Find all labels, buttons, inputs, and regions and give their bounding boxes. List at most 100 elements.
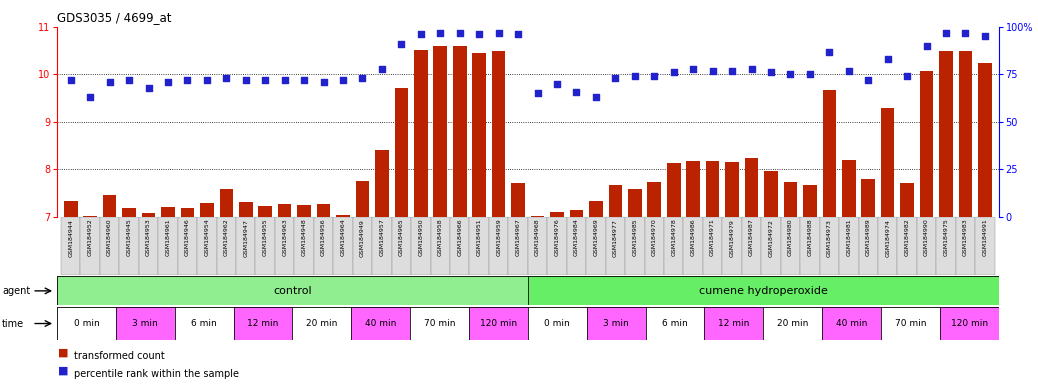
Bar: [236, 217, 255, 275]
Point: [276, 77, 293, 83]
Point: [937, 30, 954, 36]
Point: [354, 75, 371, 81]
Text: 3 min: 3 min: [603, 319, 629, 328]
Bar: [527, 307, 586, 340]
Text: control: control: [273, 286, 311, 296]
Bar: [258, 205, 272, 217]
Bar: [878, 217, 898, 275]
Bar: [683, 217, 703, 275]
Bar: [414, 50, 428, 217]
Bar: [353, 217, 373, 275]
Point: [859, 77, 876, 83]
Point: [62, 77, 79, 83]
Bar: [373, 217, 391, 275]
Bar: [100, 217, 119, 275]
Bar: [881, 307, 939, 340]
Bar: [763, 307, 822, 340]
Bar: [80, 217, 100, 275]
Bar: [57, 307, 116, 340]
Bar: [293, 307, 351, 340]
Text: GSM184962: GSM184962: [224, 219, 228, 257]
Point: [510, 31, 526, 38]
Point: [665, 70, 682, 76]
Bar: [956, 217, 976, 275]
Bar: [434, 46, 447, 217]
Bar: [394, 88, 408, 217]
Point: [120, 77, 137, 83]
Point: [743, 66, 760, 72]
Bar: [103, 195, 116, 217]
Bar: [356, 181, 370, 217]
Bar: [666, 163, 681, 217]
Text: GSM184973: GSM184973: [827, 219, 831, 257]
Text: GSM184975: GSM184975: [944, 219, 949, 257]
Bar: [278, 204, 292, 217]
Text: 120 min: 120 min: [951, 319, 988, 328]
Point: [801, 71, 818, 78]
Bar: [181, 209, 194, 217]
Bar: [336, 215, 350, 217]
Text: 20 min: 20 min: [776, 319, 809, 328]
Bar: [608, 185, 622, 217]
Text: GSM184980: GSM184980: [788, 219, 793, 256]
Bar: [842, 160, 855, 217]
Text: transformed count: transformed count: [74, 351, 164, 361]
Point: [140, 84, 157, 91]
Bar: [900, 183, 913, 217]
Bar: [512, 183, 525, 217]
Text: time: time: [2, 319, 24, 329]
Bar: [119, 217, 139, 275]
Bar: [976, 217, 994, 275]
Bar: [255, 217, 275, 275]
Text: GSM184965: GSM184965: [399, 219, 404, 256]
Point: [841, 68, 857, 74]
Bar: [469, 217, 489, 275]
Text: GSM184952: GSM184952: [87, 219, 92, 257]
Bar: [391, 217, 411, 275]
Bar: [586, 307, 646, 340]
Point: [919, 43, 935, 49]
Bar: [57, 276, 527, 305]
Text: GDS3035 / 4699_at: GDS3035 / 4699_at: [57, 12, 171, 25]
Bar: [822, 307, 881, 340]
Point: [763, 70, 780, 76]
Bar: [686, 161, 700, 217]
Bar: [453, 46, 466, 217]
Bar: [605, 217, 625, 275]
Text: 70 min: 70 min: [895, 319, 926, 328]
Text: GSM184981: GSM184981: [846, 219, 851, 256]
Point: [160, 79, 176, 85]
Bar: [142, 213, 156, 217]
Bar: [450, 217, 469, 275]
Bar: [858, 217, 878, 275]
Point: [723, 68, 740, 74]
Bar: [177, 217, 197, 275]
Bar: [781, 217, 800, 275]
Bar: [744, 157, 759, 217]
Bar: [742, 217, 761, 275]
Bar: [489, 217, 509, 275]
Bar: [628, 189, 641, 217]
Text: GSM184953: GSM184953: [146, 219, 151, 257]
Point: [412, 31, 429, 38]
Text: 6 min: 6 min: [191, 319, 217, 328]
Text: 3 min: 3 min: [133, 319, 158, 328]
Bar: [61, 217, 80, 275]
Text: 12 min: 12 min: [247, 319, 279, 328]
Bar: [83, 216, 97, 217]
Bar: [375, 151, 389, 217]
Bar: [881, 108, 895, 217]
Bar: [239, 202, 252, 217]
Text: GSM184951: GSM184951: [476, 219, 482, 256]
Bar: [527, 276, 999, 305]
Text: GSM184968: GSM184968: [535, 219, 540, 256]
Bar: [820, 217, 839, 275]
Text: GSM184974: GSM184974: [885, 219, 891, 257]
Bar: [410, 307, 469, 340]
Text: 40 min: 40 min: [365, 319, 397, 328]
Bar: [625, 217, 645, 275]
Text: GSM184960: GSM184960: [107, 219, 112, 256]
Text: GSM184976: GSM184976: [554, 219, 559, 257]
Text: GSM184966: GSM184966: [458, 219, 462, 256]
Bar: [664, 217, 683, 275]
